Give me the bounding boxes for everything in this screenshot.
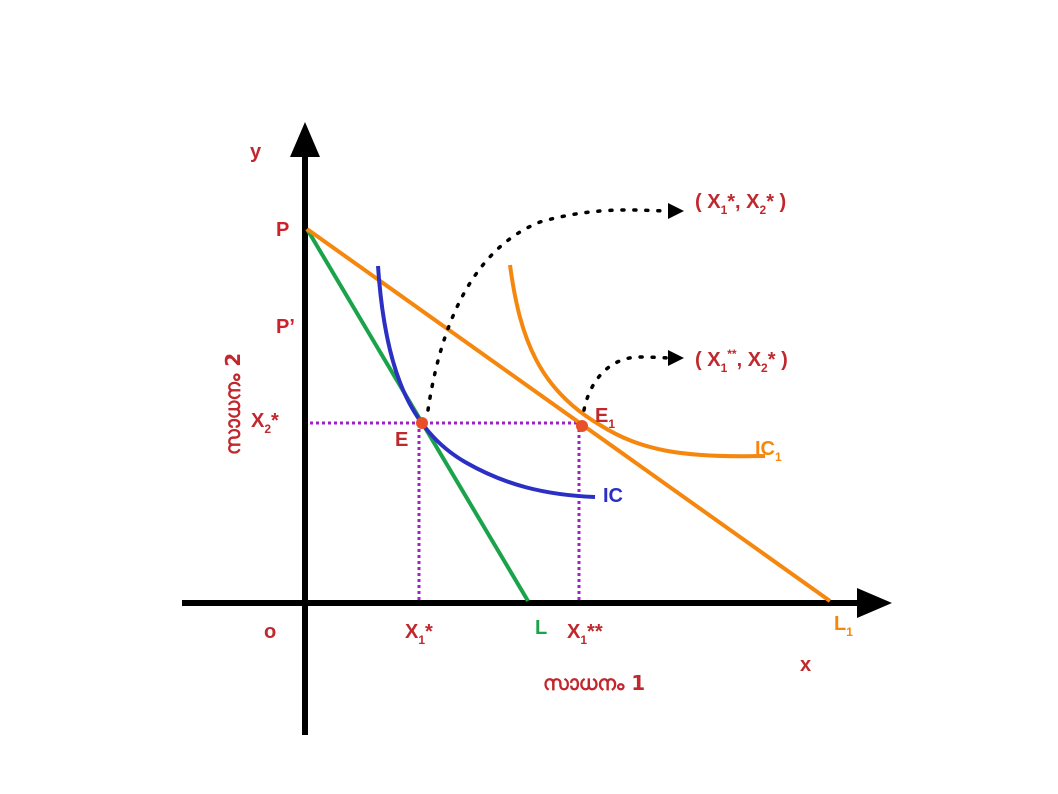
annotation-x1-double-star-x2-star: ( X1**, X2* ) — [695, 347, 788, 375]
e-label: E — [395, 429, 408, 451]
y-axis-title: സാധനം 2 — [221, 353, 245, 455]
p-prime-label: P’ — [276, 316, 295, 338]
l-label: L — [535, 617, 547, 639]
equilibrium-point-e1 — [576, 420, 588, 432]
x1-double-star-label: X1** — [567, 621, 603, 647]
ic-label: IC — [603, 485, 623, 507]
x-axis-title: സാധനം 1 — [543, 671, 645, 695]
annotation-x1-star-x2-star: ( X1*, X2* ) — [695, 191, 786, 217]
annotation-arrow-1 — [426, 208, 674, 412]
y-axis-label: y — [250, 141, 262, 163]
annotation-arrowhead-1 — [668, 203, 684, 219]
x-axis-label: x — [800, 654, 811, 676]
annotation-arrowhead-2 — [668, 350, 684, 366]
p-label: P — [276, 219, 289, 241]
x2-star-label: X2* — [251, 410, 279, 436]
origin-label: o — [264, 621, 276, 643]
indifference-curve-ic1 — [508, 264, 766, 459]
indifference-curve-ic — [376, 265, 596, 499]
annotation-arrow-2 — [582, 355, 674, 412]
x-axis-arrowhead — [857, 588, 892, 618]
budget-line-pl1 — [305, 227, 832, 603]
l1-label: L1 — [834, 613, 853, 639]
x1-star-label: X1* — [405, 621, 433, 647]
e1-label: E1 — [595, 405, 615, 431]
equilibrium-point-e — [416, 417, 428, 429]
ic1-label: IC1 — [755, 438, 782, 464]
y-axis-arrowhead — [290, 122, 320, 157]
